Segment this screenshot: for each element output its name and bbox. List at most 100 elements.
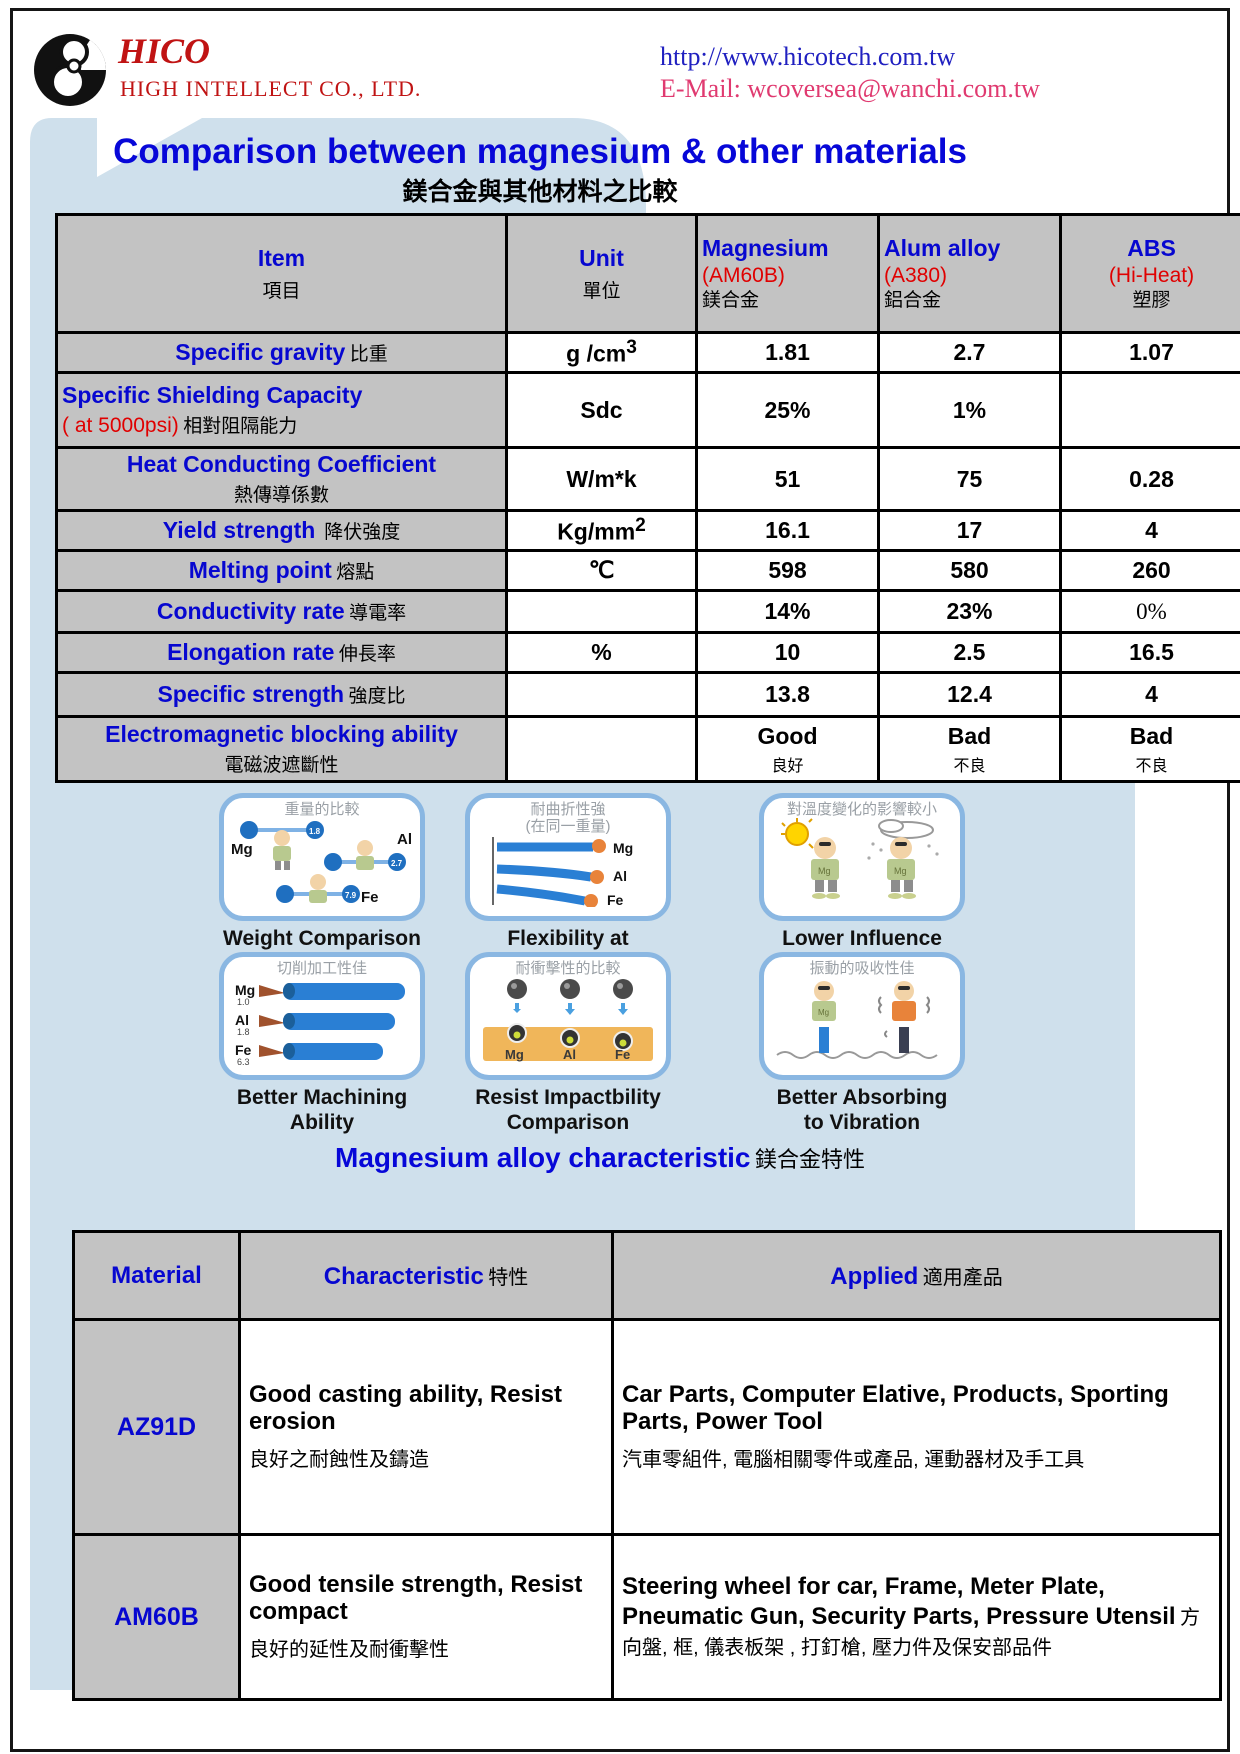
impact-illustration: Mg Al Fe — [483, 979, 653, 1062]
unit-cell — [505, 715, 698, 783]
svg-text:Fe: Fe — [235, 1042, 252, 1058]
logo-text: HICO — [118, 31, 211, 71]
svg-text:Mg: Mg — [235, 982, 255, 998]
svg-text:Al: Al — [397, 831, 412, 848]
panel-flexibility: 耐曲折性強 (在同一重量) Mg Al Fe Flexibility atSam… — [465, 793, 671, 976]
header-applied: Applied 適用產品 — [611, 1230, 1222, 1321]
value-cell: 14% — [695, 589, 880, 634]
row-melting-point: Melting point 熔點 ℃ 598 580 260 — [55, 549, 1240, 592]
svg-text:6.3: 6.3 — [237, 1057, 250, 1067]
material-name: AZ91D — [72, 1318, 241, 1536]
unit-cell: Kg/mm2 — [505, 509, 698, 552]
value-cell: 75 — [877, 446, 1062, 512]
unit-cell: ℃ — [505, 549, 698, 592]
svg-text:Mg: Mg — [818, 1008, 829, 1017]
panel-machining-ability: 切削加工性佳 Mg 1.0 Al 1.8 Fe 6.3 Better Machi… — [219, 952, 425, 1135]
value-cell: 13.8 — [695, 671, 880, 718]
value-cell: Bad 不良 — [877, 715, 1062, 783]
svg-text:Mg: Mg — [231, 841, 253, 858]
website-url: http://www.hicotech.com.tw — [660, 42, 956, 71]
panel-weight-comparison: 重量的比較 1.8 Mg 2.7 Al 7.9 Fe Weight Compa — [219, 793, 425, 951]
page-title-chinese: 鎂合金與其他材料之比較 — [402, 179, 678, 206]
svg-text:Fe: Fe — [607, 892, 624, 907]
hico-logo-icon — [34, 34, 107, 106]
machining-illustration: Mg 1.0 Al 1.8 Fe 6.3 — [235, 982, 405, 1067]
applied-cell: Car Parts, Computer Elative, Products, S… — [611, 1318, 1222, 1536]
row-az91d: AZ91D Good casting ability, Resist erosi… — [72, 1318, 1222, 1536]
value-cell: 12.4 — [877, 671, 1062, 718]
svg-text:Al: Al — [613, 868, 627, 884]
value-cell: 0% — [1059, 589, 1240, 634]
table-header-row: Material Characteristic 特性 Applied 適用產品 — [72, 1230, 1222, 1321]
svg-text:1.8: 1.8 — [237, 1027, 250, 1037]
svg-text:Al: Al — [563, 1047, 576, 1062]
row-shielding-capacity: Specific Shielding Capacity ( at 5000psi… — [55, 371, 1240, 449]
panel-impact-resistance: 耐衝擊性的比較 Mg Al Fe — [465, 952, 671, 1135]
row-conductivity-rate: Conductivity rate 導電率 14% 23% 0% — [55, 589, 1240, 634]
unit-cell: % — [505, 631, 698, 674]
value-cell: Good 良好 — [695, 715, 880, 783]
contact-block: http://www.hicotech.com.tw E-Mail: wcove… — [660, 42, 1200, 104]
logo-subtitle: HIGH INTELLECT CO., LTD. — [120, 76, 422, 101]
unit-cell: Sdc — [505, 371, 698, 449]
header-material: Material — [72, 1230, 241, 1321]
value-cell: 580 — [877, 549, 1062, 592]
value-cell: 2.5 — [877, 631, 1062, 674]
value-cell — [1059, 371, 1240, 449]
header-characteristic: Characteristic 特性 — [238, 1230, 614, 1321]
unit-cell: W/m*k — [505, 446, 698, 512]
svg-text:1.8: 1.8 — [309, 827, 321, 836]
header-magnesium: Magnesium (AM60B) 鎂合金 — [695, 213, 880, 334]
value-cell: 1% — [877, 371, 1062, 449]
value-cell: 1.81 — [695, 331, 880, 374]
value-cell: 0.28 — [1059, 446, 1240, 512]
comparison-table: Item 項目 Unit 單位 Magnesium (AM60B) 鎂合金 Al… — [55, 213, 1240, 783]
characteristic-cell: Good casting ability, Resist erosion 良好之… — [238, 1318, 614, 1536]
value-cell: 23% — [877, 589, 1062, 634]
value-cell: 51 — [695, 446, 880, 512]
svg-text:Mg: Mg — [818, 866, 831, 876]
value-cell: 260 — [1059, 549, 1240, 592]
header-item: Item 項目 — [55, 213, 508, 334]
value-cell: 4 — [1059, 509, 1240, 552]
svg-text:2.7: 2.7 — [391, 859, 403, 868]
row-yield-strength: Yield strength 降伏強度 Kg/mm2 16.1 17 4 — [55, 509, 1240, 552]
value-cell: 25% — [695, 371, 880, 449]
svg-text:Mg: Mg — [613, 840, 633, 856]
vibration-illustration: Mg — [776, 981, 938, 1059]
value-cell: 2.7 — [877, 331, 1062, 374]
value-cell: Bad 不良 — [1059, 715, 1240, 783]
row-am60b: AM60B Good tensile strength, Resist comp… — [72, 1533, 1222, 1701]
header-abs: ABS (Hi-Heat) 塑膠 — [1059, 213, 1240, 334]
svg-text:Fe: Fe — [615, 1047, 630, 1062]
section-heading: Magnesium alloy characteristic 鎂合金特性 — [335, 1142, 865, 1173]
unit-cell: g /cm3 — [505, 331, 698, 374]
svg-text:Mg: Mg — [505, 1047, 524, 1062]
characteristic-cell: Good tensile strength, Resist compact 良好… — [238, 1533, 614, 1701]
email-address: E-Mail: wcoversea@wanchi.com.tw — [660, 74, 1040, 103]
value-cell: 17 — [877, 509, 1062, 552]
panel-vibration-absorbing: 振動的吸收性佳 Mg Better Absorbing to Vibration — [759, 952, 965, 1135]
unit-cell — [505, 589, 698, 634]
materials-table: Material Characteristic 特性 Applied 適用產品 … — [72, 1230, 1222, 1701]
value-cell: 16.5 — [1059, 631, 1240, 674]
value-cell: 598 — [695, 549, 880, 592]
header-alum-alloy: Alum alloy (A380) 鋁合金 — [877, 213, 1062, 334]
applied-cell: Steering wheel for car, Frame, Meter Pla… — [611, 1533, 1222, 1701]
material-name: AM60B — [72, 1533, 241, 1701]
company-logo: HICO HIGH INTELLECT CO., LTD. — [30, 30, 450, 110]
flexibility-illustration: Mg Al Fe — [492, 837, 633, 907]
svg-text:7.9: 7.9 — [345, 891, 357, 900]
weight-comparison-illustration: 1.8 Mg 2.7 Al 7.9 Fe — [231, 821, 412, 906]
page-border — [10, 8, 1230, 1752]
value-cell: 16.1 — [695, 509, 880, 552]
value-cell: 1.07 — [1059, 331, 1240, 374]
table-header-row: Item 項目 Unit 單位 Magnesium (AM60B) 鎂合金 Al… — [55, 213, 1240, 334]
row-specific-strength: Specific strength 強度比 13.8 12.4 4 — [55, 671, 1240, 718]
page-title: Comparison between magnesium & other mat… — [113, 132, 967, 171]
header-unit: Unit 單位 — [505, 213, 698, 334]
row-elongation-rate: Elongation rate 伸長率 % 10 2.5 16.5 — [55, 631, 1240, 674]
svg-text:Fe: Fe — [361, 889, 379, 906]
row-electromagnetic-blocking: Electromagnetic blocking ability 電磁波遮斷性 … — [55, 715, 1240, 783]
row-specific-gravity: Specific gravity 比重 g /cm3 1.81 2.7 1.07 — [55, 331, 1240, 374]
